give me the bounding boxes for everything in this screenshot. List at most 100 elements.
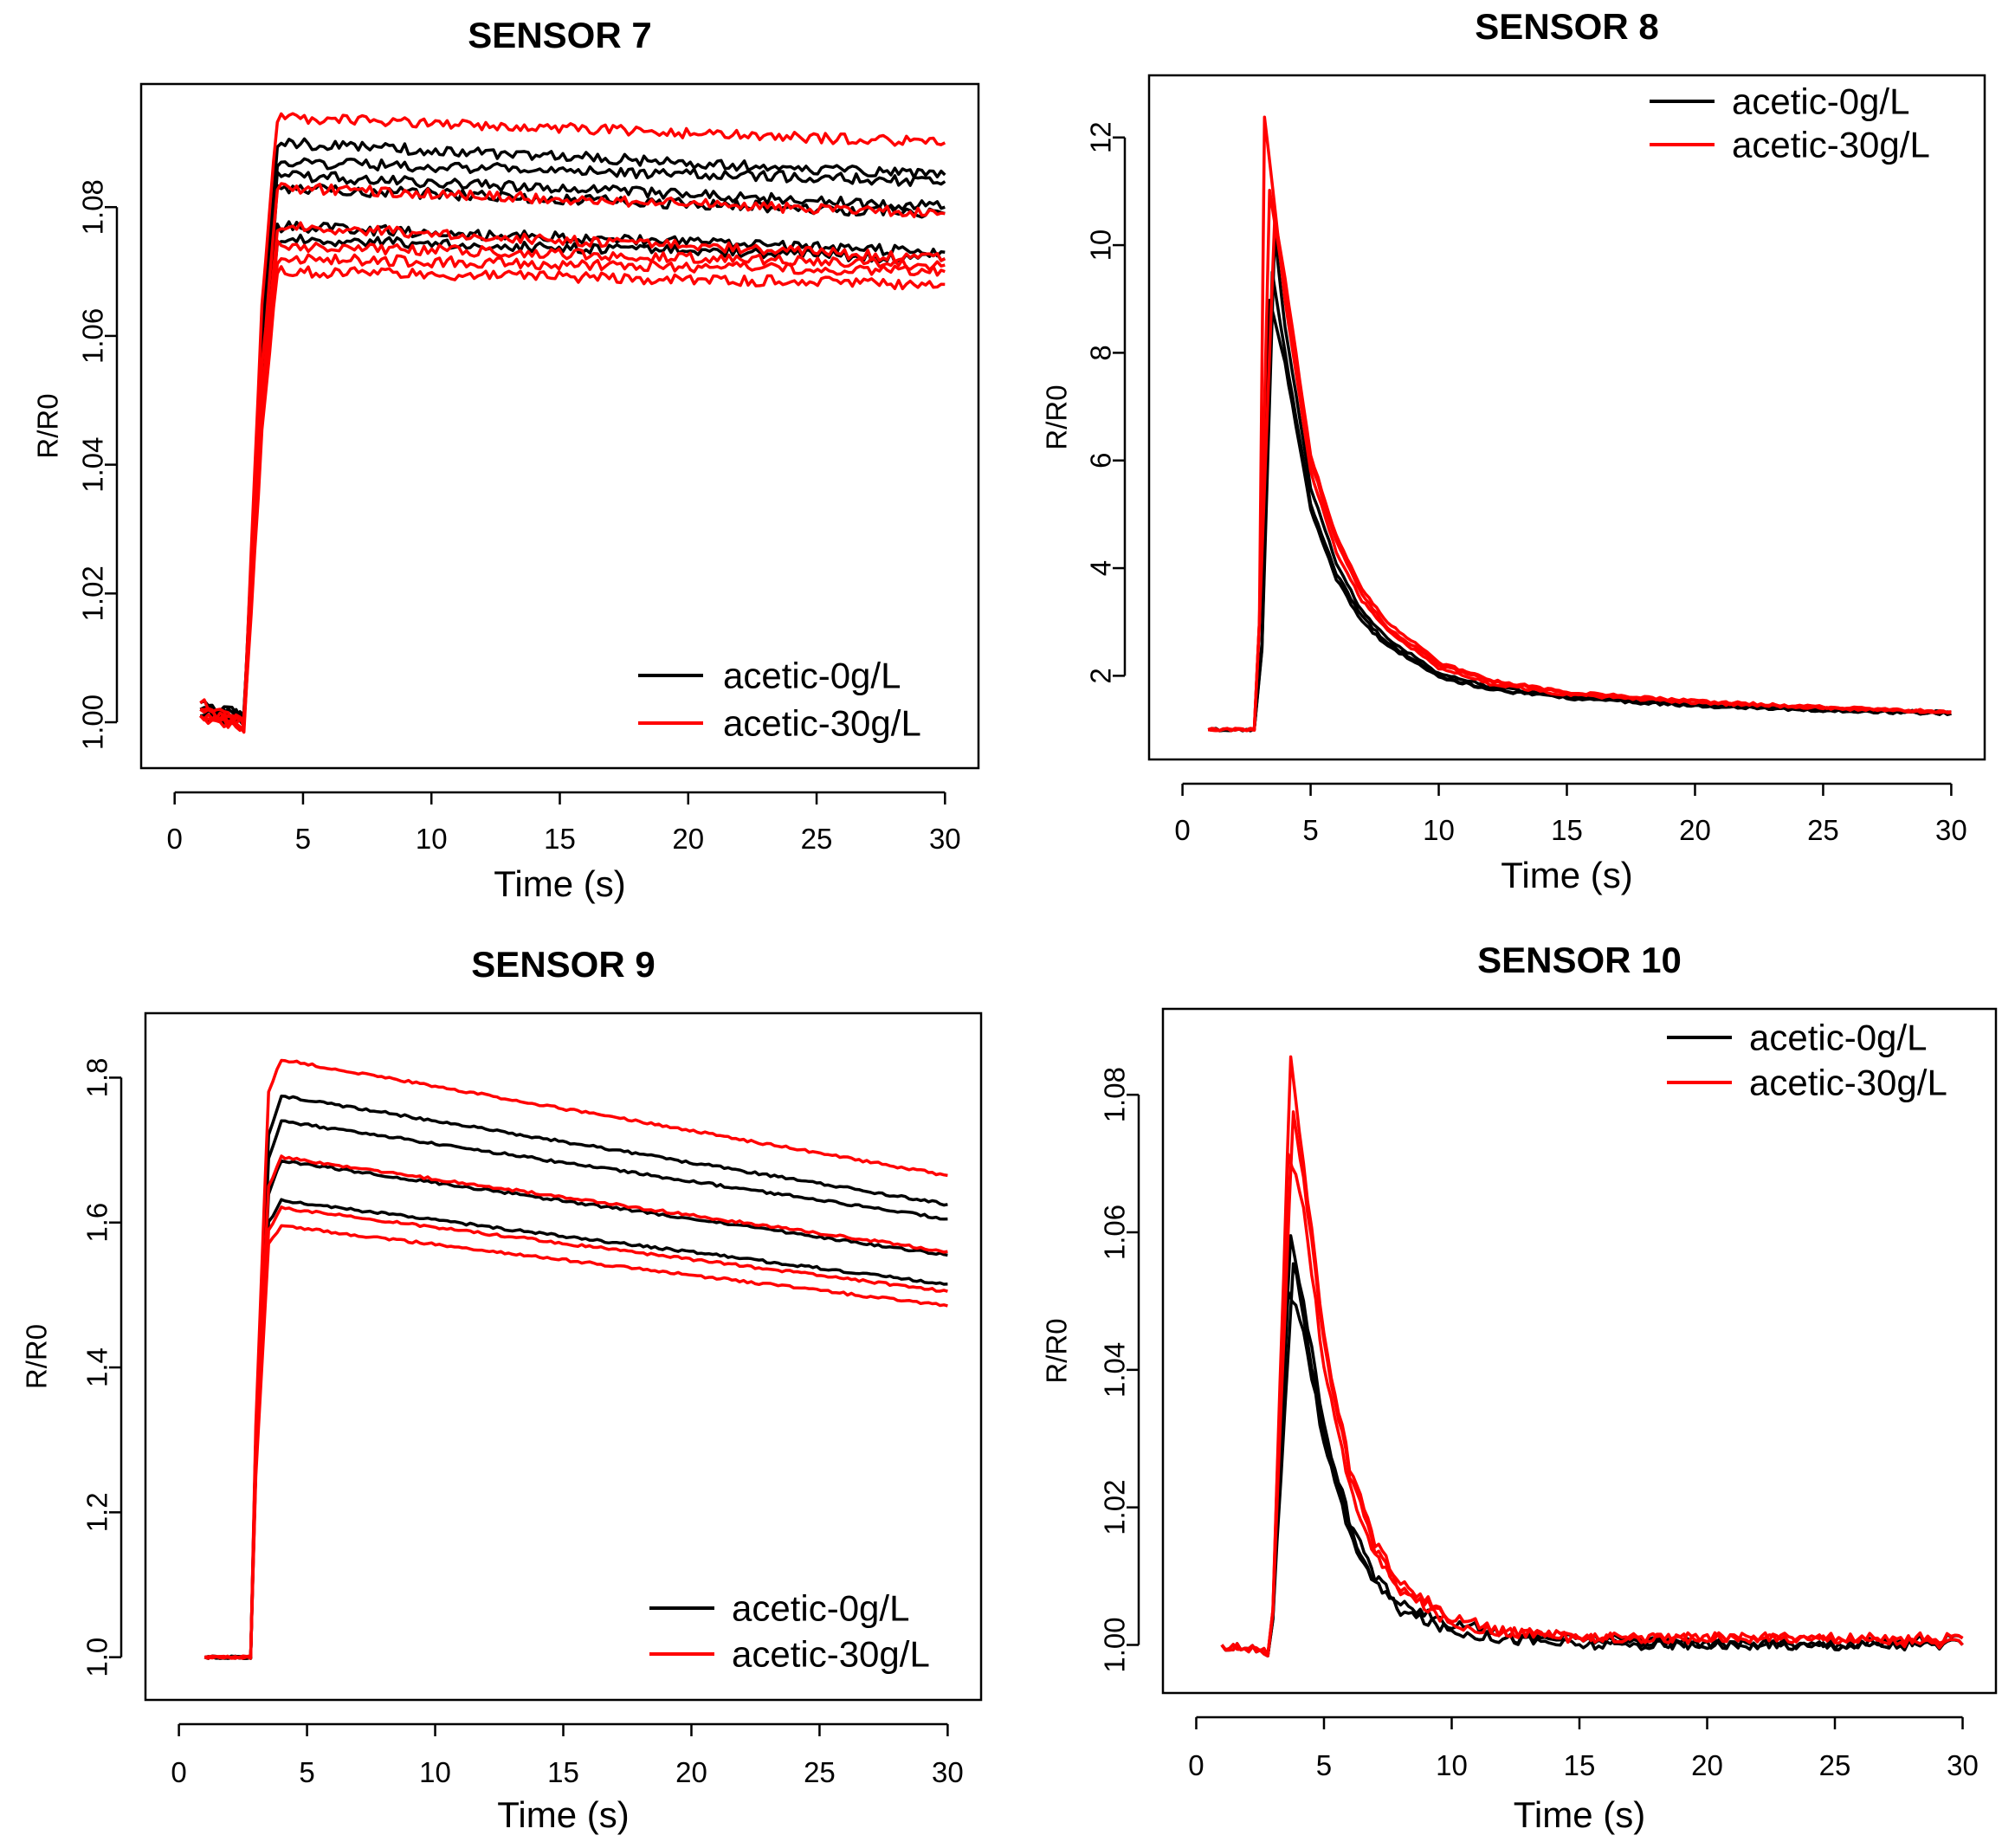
y-axis-label: R/R0: [1041, 384, 1073, 449]
y-tick-label: 1.8: [81, 1057, 113, 1097]
series-line-acetic-0: [1208, 298, 1952, 733]
y-tick-label: 6: [1085, 453, 1117, 468]
y-tick-label: 1.6: [81, 1203, 113, 1243]
series-line-acetic-0: [1220, 1262, 1964, 1657]
series-line-acetic-0: [203, 1119, 948, 1660]
x-tick-label: 0: [1174, 814, 1190, 846]
chart-title: SENSOR 8: [1475, 6, 1658, 47]
plot-frame: [1147, 74, 1986, 761]
x-tick-label: 20: [1691, 1749, 1723, 1781]
series-line-acetic-30: [199, 253, 946, 727]
legend-label: acetic-30g/L: [1732, 125, 1930, 165]
series-group: [1207, 115, 1952, 733]
series-line-acetic-30: [1220, 1055, 1964, 1657]
x-tick-label: 30: [1947, 1749, 1979, 1781]
y-tick-label: 1.2: [81, 1492, 113, 1532]
x-tick-label: 15: [1564, 1749, 1596, 1781]
series-group: [203, 1058, 948, 1660]
y-tick-label: 1.00: [77, 695, 109, 750]
x-tick-label: 10: [1436, 1749, 1468, 1781]
x-tick-label: 25: [801, 823, 833, 855]
series-line-acetic-0: [1220, 1290, 1964, 1657]
series-line-acetic-30: [1207, 188, 1952, 733]
x-tick-label: 20: [675, 1756, 707, 1788]
legend-label: acetic-0g/L: [732, 1588, 909, 1629]
series-line-acetic-30: [203, 1205, 948, 1660]
y-axis-label: R/R0: [21, 1324, 53, 1389]
plot-frame: [139, 82, 980, 770]
y-tick-label: 1.4: [81, 1347, 113, 1387]
chart-title: SENSOR 9: [471, 944, 655, 985]
y-tick-label: 1.00: [1099, 1617, 1131, 1672]
y-axis-label: R/R0: [1041, 1318, 1073, 1383]
series-line-acetic-0: [203, 1198, 948, 1660]
x-tick-label: 15: [547, 1756, 579, 1788]
y-tick-label: 1.08: [77, 179, 109, 235]
series-line-acetic-30: [1220, 1153, 1964, 1657]
x-tick-label: 15: [544, 823, 576, 855]
series-line-acetic-0: [203, 1159, 948, 1660]
series-line-acetic-30: [1207, 115, 1952, 733]
series-group: [1220, 1055, 1964, 1657]
x-tick-label: 25: [1819, 1749, 1851, 1781]
legend-label: acetic-30g/L: [1749, 1063, 1947, 1103]
y-tick-label: 8: [1085, 345, 1117, 360]
x-tick-label: 20: [672, 823, 704, 855]
series-line-acetic-30: [1220, 1110, 1964, 1657]
y-tick-label: 1.06: [1099, 1205, 1131, 1260]
y-tick-label: 2: [1085, 668, 1117, 683]
series-line-acetic-30: [200, 182, 946, 729]
series-line-acetic-30: [199, 112, 946, 725]
legend: acetic-0g/L acetic-30g/L: [649, 1588, 930, 1675]
x-axis-label: Time (s): [497, 1794, 629, 1835]
legend-label: acetic-0g/L: [1732, 81, 1909, 122]
chart-title: SENSOR 10: [1477, 940, 1682, 980]
panel-sensor-7: SENSOR 7 0 5 10 15 20 25 30 Time (s) 1.00 1.02 1.04…: [32, 15, 980, 904]
series-line-acetic-30: [204, 1154, 948, 1660]
panel-sensor-10: SENSOR 10 0 5 10 15 20 25 30 Time (s) 1.00 1.02 1.0…: [1041, 940, 1998, 1835]
legend-label: acetic-30g/L: [723, 703, 921, 744]
panel-sensor-9: SENSOR 9 0 5 10 15 20 25 30 Time (s) 1.0 1.2 1.4 1.6…: [21, 944, 983, 1835]
series-line-acetic-0: [204, 1095, 948, 1660]
plot-frame: [144, 1011, 983, 1702]
x-tick-label: 15: [1551, 814, 1583, 846]
legend-label: acetic-0g/L: [1749, 1018, 1927, 1058]
y-tick-label: 1.08: [1099, 1067, 1131, 1122]
panel-sensor-8: SENSOR 8 0 5 10 15 20 25 30 Time (s) 2 4 6 8 10 12 R/R0…: [1041, 6, 1986, 895]
y-tick-label: 4: [1085, 560, 1117, 576]
y-tick-label: 1.04: [77, 436, 109, 492]
x-tick-label: 25: [1807, 814, 1839, 846]
x-tick-label: 0: [171, 1756, 186, 1788]
y-axis-label: R/R0: [32, 393, 64, 458]
x-axis-label: Time (s): [494, 863, 625, 904]
x-axis-label: Time (s): [1514, 1794, 1645, 1835]
x-tick-label: 5: [1302, 814, 1318, 846]
chart-title: SENSOR 7: [468, 15, 651, 55]
x-tick-label: 5: [1316, 1749, 1332, 1781]
y-tick-label: 10: [1085, 229, 1117, 262]
series-line-acetic-30: [1207, 216, 1952, 733]
series-line-acetic-0: [199, 233, 946, 727]
x-tick-label: 20: [1679, 814, 1711, 846]
series-line-acetic-0: [200, 170, 946, 727]
plot-frame: [1161, 1007, 1998, 1695]
series-group: [199, 112, 946, 734]
y-tick-label: 12: [1085, 121, 1117, 153]
series-line-acetic-0: [1220, 1234, 1964, 1657]
x-tick-label: 0: [167, 823, 183, 855]
series-line-acetic-0: [199, 137, 946, 721]
x-tick-label: 10: [416, 823, 448, 855]
x-tick-label: 10: [1423, 814, 1455, 846]
x-tick-label: 10: [419, 1756, 451, 1788]
series-line-acetic-30: [199, 239, 946, 720]
x-tick-label: 30: [932, 1756, 964, 1788]
y-tick-label: 1.02: [1099, 1480, 1131, 1535]
x-tick-label: 30: [929, 823, 961, 855]
x-tick-label: 0: [1188, 1749, 1204, 1781]
x-tick-label: 5: [295, 823, 311, 855]
legend-label: acetic-30g/L: [732, 1634, 930, 1675]
y-tick-label: 1.02: [77, 565, 109, 621]
series-line-acetic-0: [199, 157, 946, 720]
